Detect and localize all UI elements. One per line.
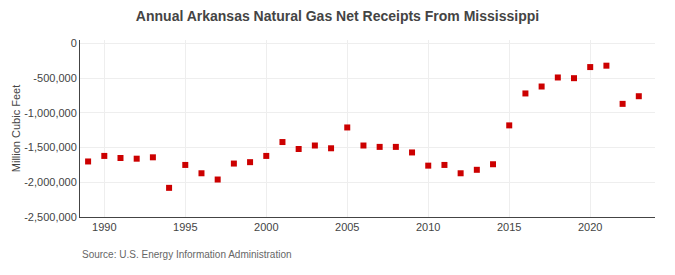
svg-text:1995: 1995 [173, 221, 197, 233]
svg-text:2005: 2005 [335, 221, 359, 233]
svg-text:-1,500,000: -1,500,000 [24, 141, 77, 153]
svg-text:2015: 2015 [497, 221, 521, 233]
svg-text:2000: 2000 [254, 221, 278, 233]
svg-text:Million Cubic Feet: Million Cubic Feet [10, 85, 22, 172]
svg-text:-2,000,000: -2,000,000 [24, 176, 77, 188]
svg-text:-500,000: -500,000 [33, 72, 76, 84]
svg-text:-2,500,000: -2,500,000 [24, 211, 77, 223]
svg-text:2020: 2020 [578, 221, 602, 233]
svg-text:0: 0 [71, 37, 77, 49]
svg-text:1990: 1990 [92, 221, 116, 233]
svg-text:Source: U.S. Energy Informatio: Source: U.S. Energy Information Administ… [82, 249, 292, 260]
svg-text:Annual Arkansas Natural Gas Ne: Annual Arkansas Natural Gas Net Receipts… [136, 8, 539, 24]
svg-text:2010: 2010 [416, 221, 440, 233]
svg-text:-1,000,000: -1,000,000 [24, 107, 77, 119]
